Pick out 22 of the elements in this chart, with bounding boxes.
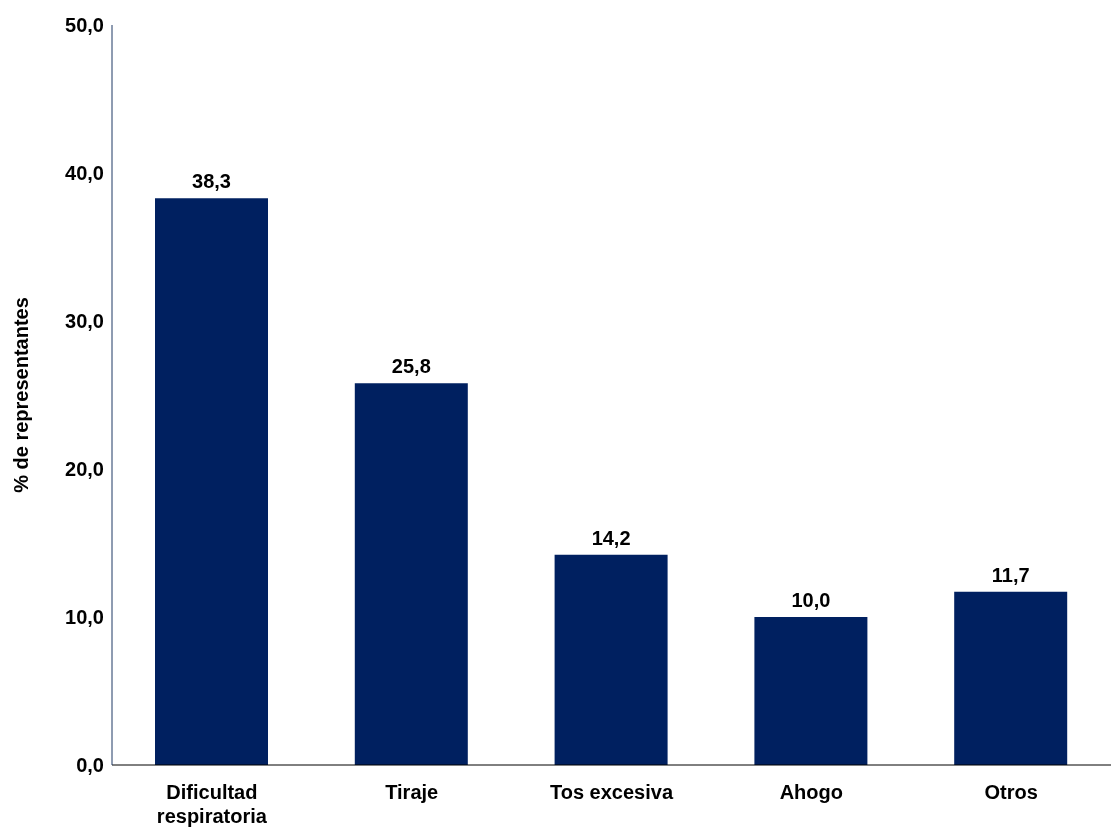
x-tick-label: Tos excesiva [549, 781, 674, 803]
y-tick-label: 30,0 [65, 310, 104, 333]
y-axis-title: % de representantes [10, 297, 33, 493]
data-label: 25,8 [391, 355, 431, 378]
y-tick-label: 40,0 [65, 162, 104, 185]
y-tick-label: 50,0 [65, 14, 104, 37]
data-label: 14,2 [591, 526, 631, 549]
bar [554, 554, 668, 765]
bar [155, 198, 268, 765]
data-label: 10,0 [791, 589, 831, 611]
y-tick-label: 0,0 [76, 754, 104, 777]
bar [954, 591, 1068, 765]
y-tick-label: 20,0 [65, 458, 104, 481]
x-tick-label: Dificultad respiratoria [156, 781, 268, 827]
bar [754, 617, 868, 765]
x-tick-label: Ahogo [779, 781, 843, 803]
y-tick-label: 10,0 [65, 606, 104, 629]
x-tick-label: Tiraje [385, 781, 439, 803]
x-tick-label: Otros [984, 781, 1038, 803]
data-label: 11,7 [991, 563, 1030, 586]
data-label: 38,3 [192, 170, 231, 193]
bar [354, 383, 468, 765]
